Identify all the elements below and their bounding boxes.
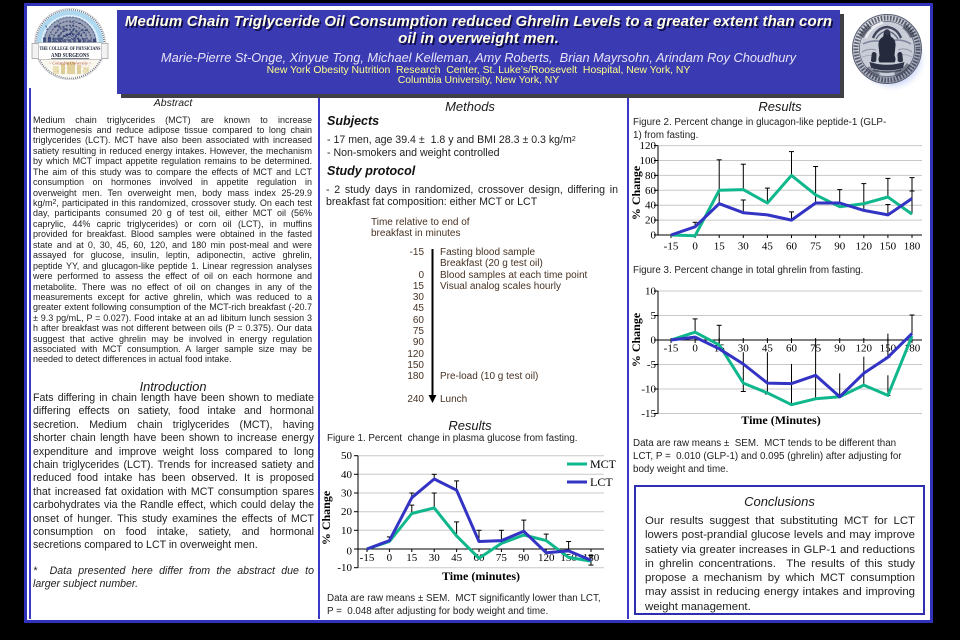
svg-text:0: 0 — [651, 230, 657, 242]
svg-text:100: 100 — [640, 155, 657, 167]
svg-text:5: 5 — [651, 310, 657, 322]
svg-text:180: 180 — [904, 241, 921, 253]
svg-text:Time (Minutes): Time (Minutes) — [741, 413, 820, 427]
svg-text:0: 0 — [692, 241, 698, 253]
svg-text:0: 0 — [692, 343, 698, 355]
svg-text:30: 30 — [341, 488, 353, 500]
svg-text:60: 60 — [786, 241, 798, 253]
svg-text:120: 120 — [856, 241, 873, 253]
svg-text:-5: -5 — [647, 359, 657, 371]
svg-text:20: 20 — [645, 215, 657, 227]
svg-text:75: 75 — [496, 552, 508, 564]
svg-text:% Change: % Change — [320, 490, 333, 545]
svg-text:50: 50 — [341, 450, 353, 462]
svg-text:30: 30 — [429, 552, 441, 564]
svg-text:10: 10 — [645, 286, 657, 298]
svg-text:120: 120 — [856, 343, 873, 355]
svg-text:150: 150 — [880, 241, 897, 253]
svg-text:90: 90 — [834, 343, 846, 355]
svg-text:-15: -15 — [641, 408, 656, 420]
svg-text:30: 30 — [738, 241, 750, 253]
svg-text:Time (minutes): Time (minutes) — [442, 569, 520, 583]
svg-text:-15: -15 — [664, 343, 679, 355]
svg-text:THE COLLEGE OF PHYSICIANS: THE COLLEGE OF PHYSICIANS — [40, 46, 101, 52]
svg-text:% Change: % Change — [630, 312, 643, 367]
svg-text:-10: -10 — [641, 384, 656, 396]
svg-text:60: 60 — [786, 343, 798, 355]
svg-text:20: 20 — [341, 506, 353, 518]
svg-text:0: 0 — [651, 335, 657, 347]
svg-text:45: 45 — [451, 552, 463, 564]
svg-text:80: 80 — [645, 170, 657, 182]
svg-text:10: 10 — [341, 525, 353, 537]
svg-text:90: 90 — [834, 241, 846, 253]
svg-text:-10: -10 — [337, 562, 352, 574]
svg-text:0: 0 — [347, 546, 353, 558]
svg-text:15: 15 — [406, 552, 418, 564]
svg-text:45: 45 — [762, 343, 774, 355]
svg-text:90: 90 — [518, 552, 530, 564]
svg-text:-15: -15 — [360, 552, 375, 564]
svg-text:45: 45 — [762, 241, 774, 253]
svg-text:30: 30 — [738, 343, 750, 355]
svg-text:% Change: % Change — [630, 165, 643, 220]
svg-text:15: 15 — [714, 241, 726, 253]
svg-text:MCT: MCT — [590, 457, 617, 471]
svg-text:75: 75 — [810, 241, 822, 253]
svg-text:120: 120 — [538, 552, 555, 564]
svg-text:AND SURGEONS: AND SURGEONS — [51, 53, 89, 59]
svg-text:60: 60 — [645, 185, 657, 197]
svg-text:40: 40 — [341, 469, 353, 481]
svg-text:~ Columbia University ~: ~ Columbia University ~ — [49, 61, 92, 66]
svg-text:-15: -15 — [664, 241, 679, 253]
svg-text:0: 0 — [387, 552, 393, 564]
svg-text:120: 120 — [640, 140, 657, 152]
svg-text:LCT: LCT — [590, 475, 613, 489]
svg-text:40: 40 — [645, 200, 657, 212]
